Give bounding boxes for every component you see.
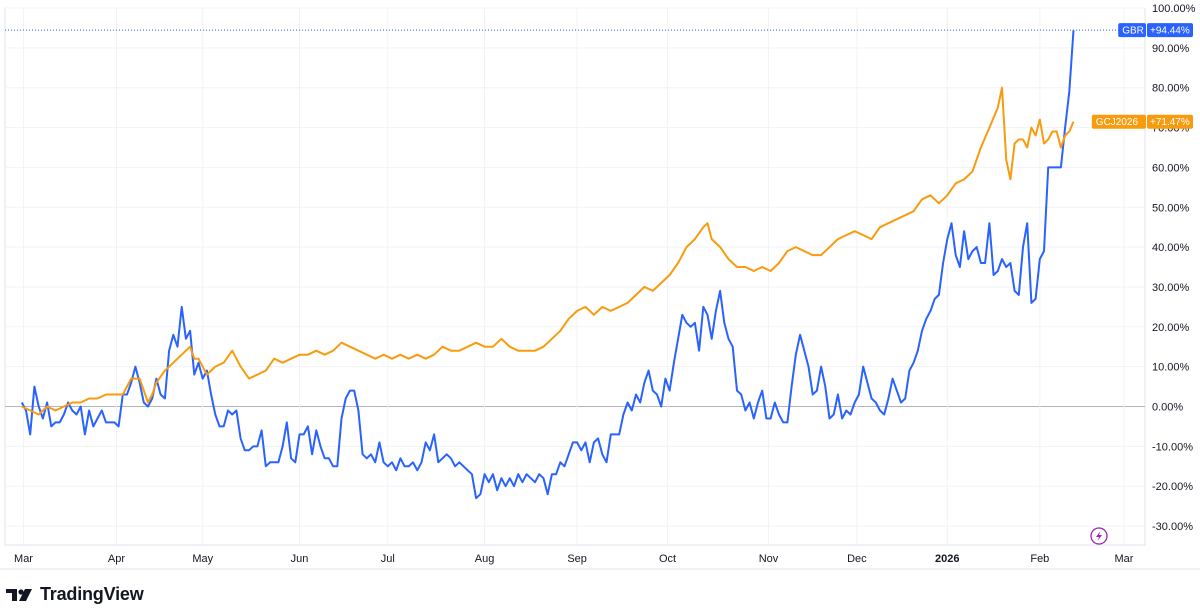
x-tick-label: Mar	[14, 553, 33, 565]
x-tick-label: Dec	[847, 553, 867, 565]
x-tick-label: Feb	[1030, 553, 1049, 565]
y-tick-label: 20.00%	[1152, 322, 1190, 334]
series-line-gcj2026[interactable]	[21, 86, 1075, 416]
series-last-value: +94.44%	[1150, 26, 1190, 37]
price-badge-gbr: GBR +94.44%	[1118, 23, 1193, 38]
grid	[0, 7, 1200, 570]
flash-icon[interactable]	[1090, 527, 1108, 545]
y-axis: 100.00%90.00%80.00%70.00%60.00%50.00%40.…	[1152, 3, 1196, 533]
y-tick-label: 50.00%	[1152, 202, 1190, 214]
badge-name-bg	[1118, 23, 1146, 38]
x-tick-label: Sep	[567, 553, 587, 565]
x-tick-label: Oct	[659, 553, 676, 565]
x-tick-label: Apr	[108, 553, 125, 565]
brand-name: TradingView	[40, 584, 144, 604]
y-tick-label: 0.00%	[1152, 402, 1183, 414]
y-tick-label: 80.00%	[1152, 83, 1190, 95]
price-badge-gcj2026: GCJ2026 +71.47%	[1091, 114, 1193, 129]
y-tick-label: -20.00%	[1152, 481, 1193, 493]
y-tick-label: 90.00%	[1152, 43, 1190, 55]
y-tick-label: 10.00%	[1152, 362, 1190, 374]
y-tick-label: -30.00%	[1152, 521, 1193, 533]
x-tick-label: Jun	[291, 553, 309, 565]
y-tick-label: 100.00%	[1152, 3, 1196, 15]
x-tick-label: May	[192, 553, 213, 565]
x-tick-label: Jul	[381, 553, 395, 565]
x-tick-label: Aug	[475, 553, 495, 565]
x-tick-label: 2026	[935, 553, 959, 565]
series-name-label: GBR	[1122, 26, 1144, 37]
badge-name-bg	[1091, 114, 1146, 129]
series-line-gbr[interactable]	[20, 30, 1075, 500]
plot-frame	[4, 7, 1146, 546]
series-last-value: +71.47%	[1150, 117, 1190, 128]
tradingview-logo-icon	[6, 588, 32, 601]
y-tick-label: 40.00%	[1152, 242, 1190, 254]
series-name-label: GCJ2026	[1096, 117, 1139, 128]
x-tick-label: Mar	[1114, 553, 1133, 565]
series-layer	[5, 29, 1145, 500]
y-tick-label: 30.00%	[1152, 282, 1190, 294]
x-tick-label: Nov	[759, 553, 779, 565]
tradingview-logo[interactable]: TradingView	[6, 584, 144, 605]
y-tick-label: 60.00%	[1152, 162, 1190, 174]
y-tick-label: -10.00%	[1152, 441, 1193, 453]
badge-value-bg	[1147, 114, 1193, 129]
price-badges: GBR +94.44% GCJ2026 +71.47%	[1091, 23, 1193, 129]
x-axis: Mar Apr May Jun Jul Aug Sep Oct Nov Dec 2026 Feb Mar	[14, 553, 1134, 565]
badge-value-bg	[1147, 23, 1193, 38]
